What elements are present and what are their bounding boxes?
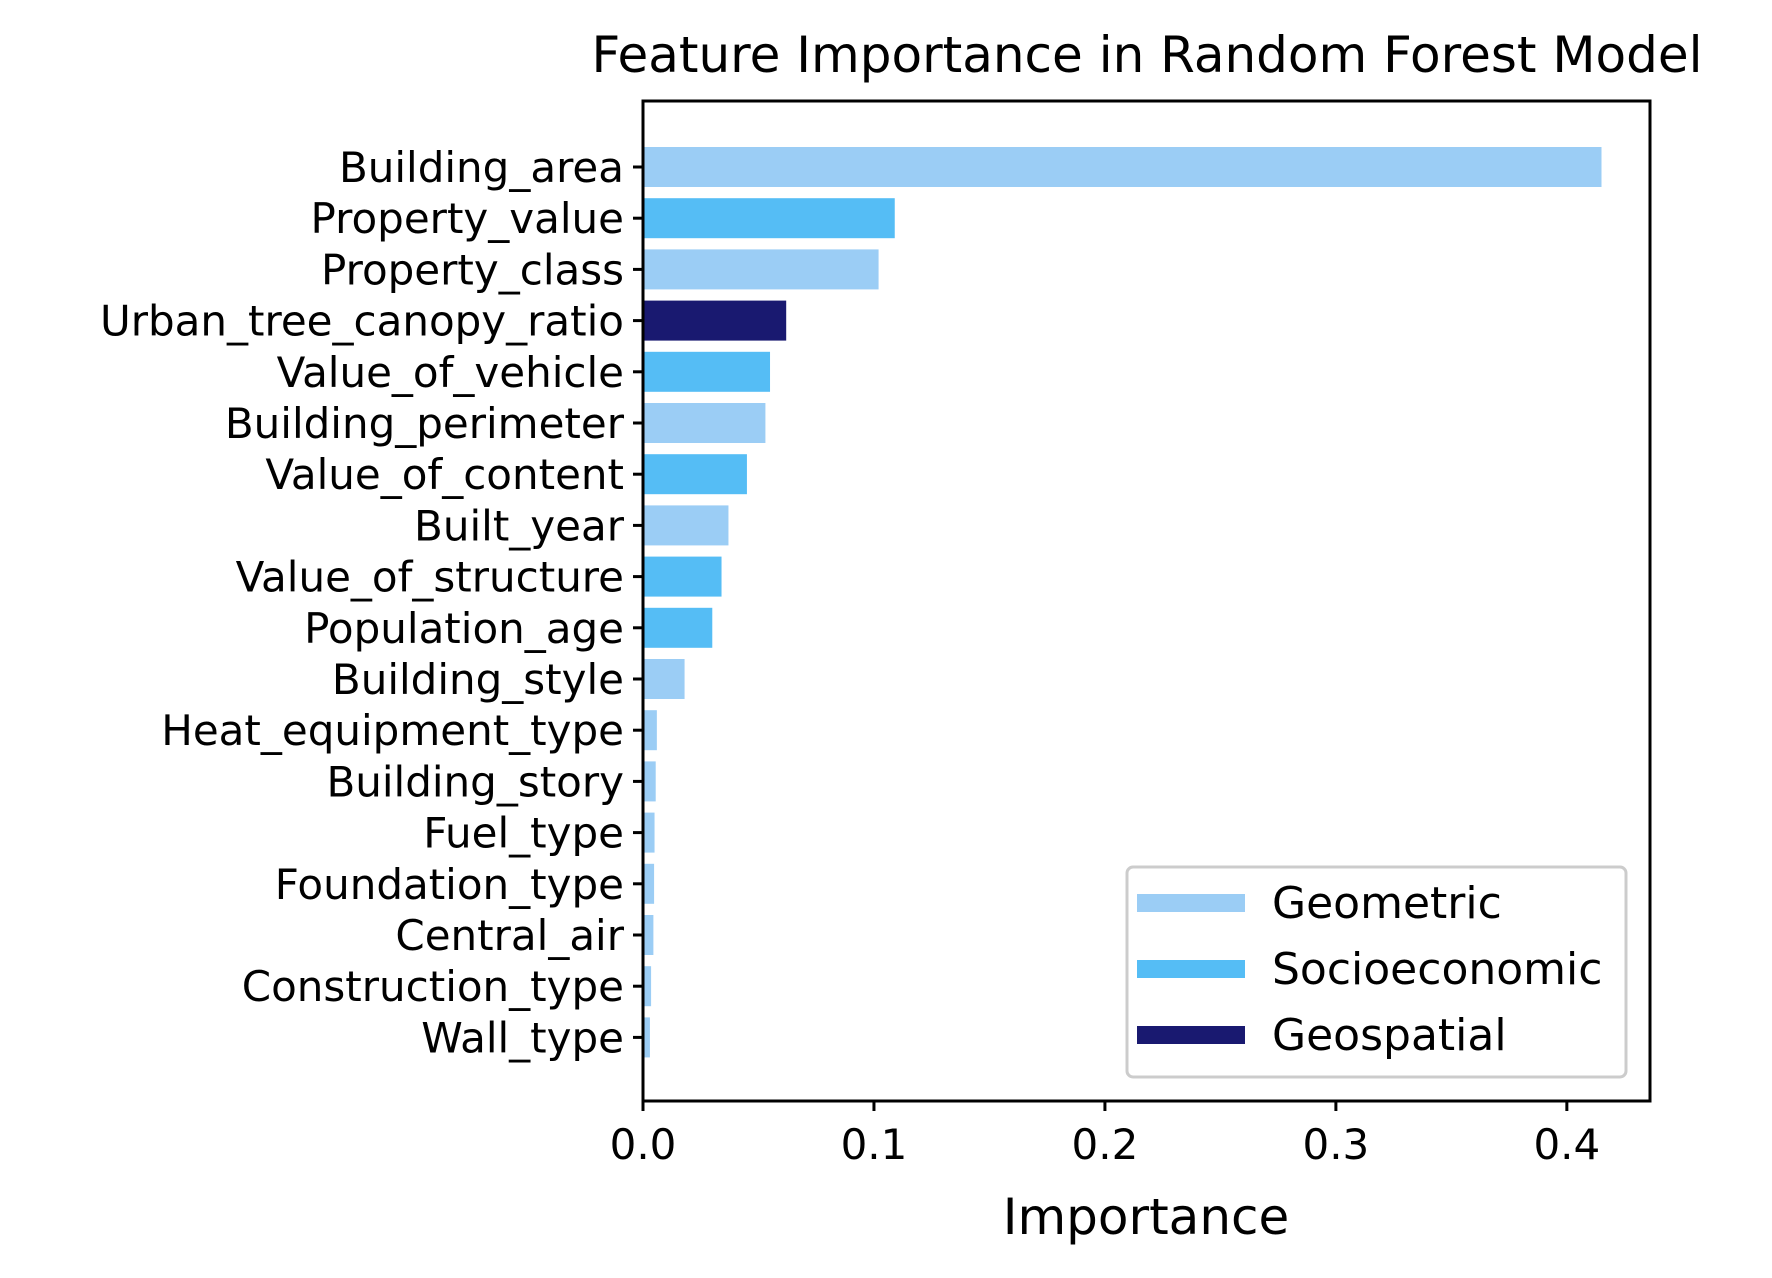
y-tick-label-property-value: Property_value xyxy=(311,194,624,243)
y-tick-label-value-of-content: Value_of_content xyxy=(265,450,624,499)
legend-label-socioeconomic: Socioeconomic xyxy=(1272,944,1602,995)
bar-value-of-content xyxy=(643,454,747,495)
y-tick-label-value-of-vehicle: Value_of_vehicle xyxy=(277,348,624,397)
bar-value-of-vehicle xyxy=(643,351,771,392)
y-tick-label-urban-tree-canopy-ratio: Urban_tree_canopy_ratio xyxy=(100,297,624,346)
bar-fuel-type xyxy=(643,812,655,853)
legend-label-geospatial: Geospatial xyxy=(1272,1010,1507,1061)
x-axis-label: Importance xyxy=(1003,1188,1290,1246)
y-tick-label-fuel-type: Fuel_type xyxy=(423,809,624,858)
y-tick-label-building-area: Building_area xyxy=(339,143,624,192)
x-axis: 0.0 0.1 0.2 0.3 0.4 xyxy=(610,1101,1600,1169)
bar-wall-type xyxy=(643,1017,650,1058)
y-tick-label-building-story: Building_story xyxy=(326,757,624,806)
bar-building-story xyxy=(643,761,656,802)
bar-building-area xyxy=(643,147,1602,187)
y-tick-label-built-year: Built_year xyxy=(414,501,625,550)
y-tick-label-property-class: Property_class xyxy=(321,245,624,294)
y-tick-label-building-perimeter: Building_perimeter xyxy=(225,399,625,448)
y-tick-label-foundation-type: Foundation_type xyxy=(275,860,624,909)
y-tick-label-construction-type: Construction_type xyxy=(242,962,624,1011)
x-tick-label: 0.3 xyxy=(1302,1120,1369,1169)
legend: Geometric Socioeconomic Geospatial xyxy=(1125,865,1628,1079)
y-tick-label-wall-type: Wall_type xyxy=(421,1013,624,1062)
plot-frame xyxy=(641,99,1652,1103)
bar-construction-type xyxy=(643,966,652,1007)
legend-swatch-geospatial xyxy=(1137,1026,1245,1044)
bar-urban-tree-canopy-ratio xyxy=(643,300,787,341)
chart-title: Feature Importance in Random Forest Mode… xyxy=(591,26,1702,84)
bar-central-air xyxy=(643,915,654,955)
legend-swatch-geometric xyxy=(1137,894,1245,912)
y-tick-label-population-age: Population_age xyxy=(304,604,624,653)
y-tick-label-building-style: Building_style xyxy=(332,655,624,704)
legend-swatch-socioeconomic xyxy=(1137,960,1245,978)
x-tick-label: 0.4 xyxy=(1533,1120,1600,1169)
bar-built-year xyxy=(643,505,729,546)
bar-population-age xyxy=(643,607,713,648)
y-tick-label-central-air: Central_air xyxy=(395,911,624,960)
bar-foundation-type xyxy=(643,863,655,904)
bar-value-of-structure xyxy=(643,556,722,597)
y-tick-label-value-of-structure: Value_of_structure xyxy=(236,553,624,602)
y-tick-label-heat-equipment-type: Heat_equipment_type xyxy=(161,706,624,755)
bar-property-value xyxy=(643,198,895,239)
bars-layer xyxy=(643,147,1602,1058)
x-tick-label: 0.0 xyxy=(610,1120,677,1169)
x-tick-label: 0.2 xyxy=(1072,1120,1139,1169)
bar-heat-equipment-type xyxy=(643,710,657,751)
bar-property-class xyxy=(643,249,879,290)
legend-box xyxy=(1125,865,1628,1079)
bar-building-style xyxy=(643,659,685,699)
legend-label-geometric: Geometric xyxy=(1272,878,1502,929)
bar-building-perimeter xyxy=(643,403,766,443)
y-axis: Building_areaProperty_valueProperty_clas… xyxy=(100,143,643,1062)
x-tick-label: 0.1 xyxy=(841,1120,908,1169)
